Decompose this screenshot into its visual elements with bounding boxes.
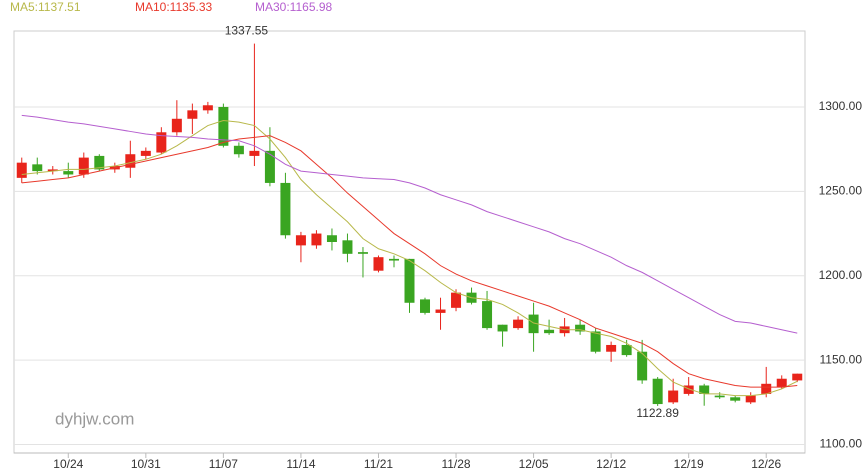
candle-body <box>730 397 741 401</box>
candle-body <box>482 301 493 329</box>
candle-body <box>435 309 446 313</box>
candle-body <box>187 110 198 119</box>
x-tick-label: 11/07 <box>209 457 238 471</box>
candle-body <box>420 299 431 313</box>
candle-body <box>94 155 105 170</box>
candle-body <box>249 150 260 156</box>
high-annotation: 1337.55 <box>225 24 269 38</box>
x-tick-label: 10/31 <box>131 457 161 471</box>
candle-body <box>606 344 617 352</box>
candle-body <box>621 344 632 356</box>
candle-body <box>404 258 415 303</box>
low-annotation: 1122.89 <box>636 406 679 420</box>
candle-body <box>311 233 322 246</box>
candle-body <box>792 373 803 381</box>
candle-body <box>125 154 136 168</box>
x-tick-label: 11/28 <box>441 457 470 471</box>
candle-body <box>388 258 399 261</box>
candle-body <box>295 235 306 246</box>
candle-body <box>63 171 74 175</box>
x-tick-label: 11/21 <box>364 457 393 471</box>
y-tick-label: 1150.00 <box>820 352 863 366</box>
candle-body <box>544 329 555 334</box>
candle-body <box>652 378 663 405</box>
x-tick-label: 12/05 <box>519 457 549 471</box>
candle-body <box>280 182 291 236</box>
candle-body <box>451 292 462 308</box>
legend-entry: MA10:1135.33 <box>135 0 212 14</box>
candle-body <box>683 385 694 394</box>
candle-body <box>714 395 725 398</box>
y-tick-label: 1100.00 <box>820 437 863 451</box>
x-tick-label: 12/12 <box>596 457 626 471</box>
candle-body <box>342 240 353 254</box>
candle-body <box>513 319 524 329</box>
candle-body <box>78 157 89 175</box>
candle-body <box>47 169 58 172</box>
candle-body <box>637 351 648 381</box>
candle-body <box>233 145 244 155</box>
y-tick-label: 1300.00 <box>819 99 863 113</box>
ma-line <box>21 119 798 397</box>
candle-body <box>497 324 508 332</box>
watermark: dyhjw.com <box>55 409 134 428</box>
legend-entry: MA5:1137.51 <box>10 0 81 14</box>
ma-line <box>21 114 798 334</box>
candle-body <box>761 383 772 394</box>
candle-body <box>776 378 787 388</box>
candle-body <box>528 314 539 334</box>
x-tick-label: 10/24 <box>53 457 83 471</box>
candle-body <box>156 132 167 153</box>
candle-body <box>575 324 586 332</box>
candle-body <box>373 257 384 271</box>
ma-line <box>21 135 798 388</box>
candle-body <box>699 385 710 394</box>
candle-body <box>357 252 368 254</box>
candle-body <box>218 106 229 146</box>
candle-body <box>202 105 213 111</box>
candle-body <box>140 150 151 156</box>
legend-entry: MA30:1165.98 <box>255 0 332 14</box>
candle-body <box>668 390 679 403</box>
x-tick-label: 12/26 <box>751 457 781 471</box>
x-tick-label: 12/19 <box>674 457 704 471</box>
candle-body <box>326 235 337 242</box>
y-tick-label: 1250.00 <box>819 184 863 198</box>
candle-body <box>16 162 27 178</box>
candle-body <box>590 331 601 352</box>
y-tick-label: 1200.00 <box>819 268 863 282</box>
candle-body <box>32 164 43 172</box>
candle-body <box>264 150 275 183</box>
candle-body <box>171 118 182 133</box>
candle-body <box>745 395 756 403</box>
x-tick-label: 11/14 <box>286 457 315 471</box>
